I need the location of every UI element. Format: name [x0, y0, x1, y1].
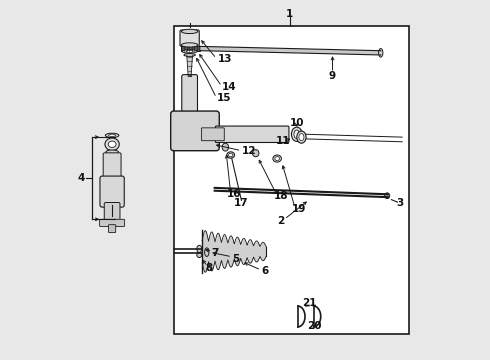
FancyBboxPatch shape	[171, 111, 220, 151]
Ellipse shape	[292, 127, 302, 141]
FancyBboxPatch shape	[99, 219, 124, 226]
Text: 2: 2	[277, 216, 284, 226]
Text: 18: 18	[273, 191, 288, 201]
Text: 5: 5	[232, 253, 240, 264]
Text: 8: 8	[206, 262, 213, 273]
Ellipse shape	[222, 143, 228, 151]
Ellipse shape	[297, 131, 306, 143]
Ellipse shape	[275, 157, 279, 161]
Ellipse shape	[379, 49, 383, 57]
FancyBboxPatch shape	[109, 225, 116, 233]
FancyBboxPatch shape	[103, 153, 121, 178]
Ellipse shape	[299, 134, 304, 141]
Ellipse shape	[385, 193, 390, 199]
Ellipse shape	[294, 130, 300, 139]
Text: 16: 16	[227, 189, 242, 199]
Ellipse shape	[227, 152, 235, 158]
Text: 7: 7	[211, 248, 219, 258]
FancyBboxPatch shape	[180, 30, 199, 46]
Ellipse shape	[108, 141, 116, 148]
Text: 13: 13	[218, 54, 233, 64]
FancyBboxPatch shape	[182, 75, 197, 123]
FancyBboxPatch shape	[201, 128, 224, 141]
Text: 12: 12	[241, 147, 256, 157]
Ellipse shape	[197, 246, 202, 252]
Text: 9: 9	[329, 71, 336, 81]
Text: 14: 14	[221, 82, 236, 92]
Text: 1: 1	[286, 9, 294, 19]
Ellipse shape	[186, 50, 193, 53]
Ellipse shape	[181, 43, 198, 47]
FancyBboxPatch shape	[104, 203, 120, 222]
Ellipse shape	[205, 248, 209, 256]
Polygon shape	[200, 46, 381, 55]
Bar	[173, 26, 409, 334]
Ellipse shape	[106, 150, 119, 154]
Ellipse shape	[184, 54, 196, 57]
Ellipse shape	[228, 153, 233, 157]
Text: 15: 15	[216, 93, 231, 103]
Text: 10: 10	[290, 118, 304, 128]
Text: 3: 3	[397, 198, 404, 208]
FancyBboxPatch shape	[100, 176, 124, 207]
Ellipse shape	[182, 50, 197, 53]
Ellipse shape	[252, 150, 259, 157]
Text: 20: 20	[307, 321, 322, 332]
Bar	[181, 46, 200, 51]
Text: 4: 4	[78, 173, 85, 183]
FancyBboxPatch shape	[215, 126, 289, 143]
Ellipse shape	[273, 155, 281, 162]
Polygon shape	[187, 56, 193, 76]
Text: 17: 17	[234, 198, 249, 208]
Ellipse shape	[181, 29, 198, 33]
Ellipse shape	[105, 138, 119, 150]
Text: 6: 6	[261, 266, 268, 276]
Text: 21: 21	[302, 298, 317, 308]
Text: 11: 11	[276, 136, 291, 146]
Ellipse shape	[105, 133, 119, 138]
Ellipse shape	[197, 252, 202, 257]
Ellipse shape	[109, 134, 116, 136]
Text: 19: 19	[292, 203, 306, 213]
